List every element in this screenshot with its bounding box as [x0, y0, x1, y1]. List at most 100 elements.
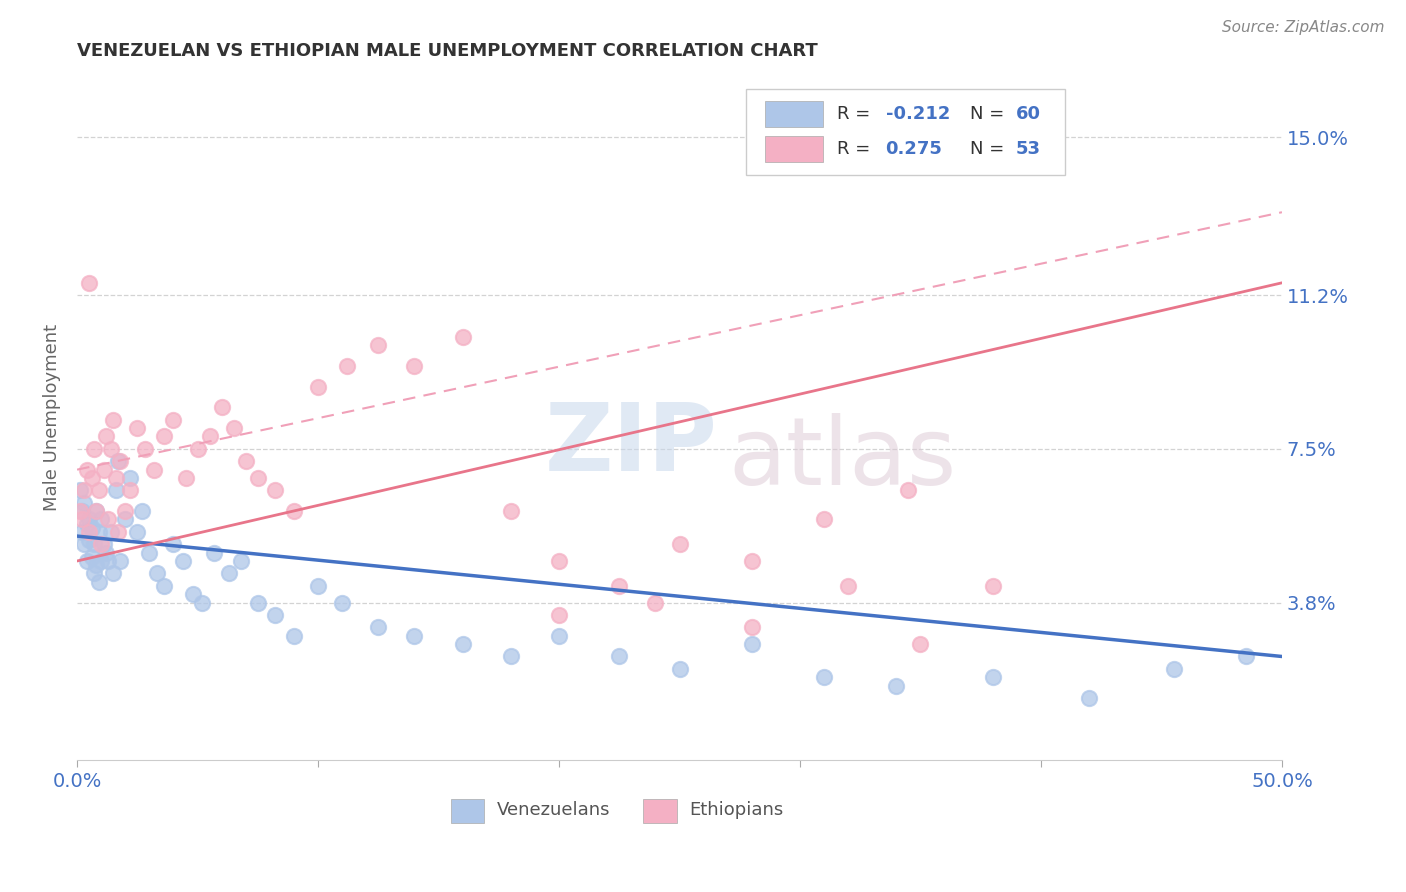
Text: -0.212: -0.212	[886, 104, 950, 122]
Point	[607, 649, 630, 664]
Point	[1078, 691, 1101, 706]
Point	[548, 554, 571, 568]
Text: atlas: atlas	[728, 413, 956, 505]
Point	[104, 483, 127, 498]
Text: N =: N =	[970, 140, 1010, 158]
Point	[499, 504, 522, 518]
Text: 53: 53	[1015, 140, 1040, 158]
Point	[174, 471, 197, 485]
Point	[76, 554, 98, 568]
Point	[83, 442, 105, 456]
Point	[114, 512, 136, 526]
Point	[668, 537, 690, 551]
Point	[73, 496, 96, 510]
Point	[127, 524, 149, 539]
Point	[94, 546, 117, 560]
Text: 0.275: 0.275	[886, 140, 942, 158]
Point	[70, 524, 93, 539]
Point	[76, 516, 98, 531]
Text: Ethiopians: Ethiopians	[689, 801, 783, 819]
Point	[145, 566, 167, 581]
Point	[86, 558, 108, 573]
Point	[77, 524, 100, 539]
Point	[162, 537, 184, 551]
Point	[181, 587, 204, 601]
Point	[741, 554, 763, 568]
Point	[910, 637, 932, 651]
Point	[451, 330, 474, 344]
Point	[83, 537, 105, 551]
Point	[153, 579, 176, 593]
Point	[741, 637, 763, 651]
Point	[80, 471, 103, 485]
Point	[107, 454, 129, 468]
Point	[80, 549, 103, 564]
Point	[548, 607, 571, 622]
Point	[162, 413, 184, 427]
FancyBboxPatch shape	[450, 799, 484, 823]
Point	[336, 359, 359, 373]
Point	[131, 504, 153, 518]
Point	[87, 483, 110, 498]
Point	[90, 512, 112, 526]
Point	[77, 276, 100, 290]
Point	[97, 554, 120, 568]
Point	[83, 566, 105, 581]
Point	[90, 554, 112, 568]
FancyBboxPatch shape	[765, 136, 823, 162]
Point	[897, 483, 920, 498]
Point	[330, 595, 353, 609]
Point	[246, 471, 269, 485]
Point	[86, 504, 108, 518]
Point	[87, 524, 110, 539]
Point	[143, 463, 166, 477]
Point	[211, 401, 233, 415]
Text: 60: 60	[1015, 104, 1040, 122]
Point	[86, 504, 108, 518]
FancyBboxPatch shape	[765, 101, 823, 127]
Point	[837, 579, 859, 593]
Point	[110, 454, 132, 468]
Point	[103, 566, 125, 581]
Point	[813, 670, 835, 684]
Point	[80, 521, 103, 535]
Point	[404, 359, 426, 373]
Point	[69, 483, 91, 498]
Point	[90, 537, 112, 551]
Point	[97, 512, 120, 526]
Point	[263, 483, 285, 498]
Point	[73, 483, 96, 498]
Point	[218, 566, 240, 581]
Point	[307, 579, 329, 593]
Point	[198, 429, 221, 443]
Point	[138, 546, 160, 560]
Point	[94, 429, 117, 443]
Point	[246, 595, 269, 609]
Y-axis label: Male Unemployment: Male Unemployment	[44, 324, 60, 511]
Point	[70, 504, 93, 518]
Point	[644, 595, 666, 609]
Point	[1163, 662, 1185, 676]
Text: R =: R =	[838, 140, 876, 158]
Point	[222, 421, 245, 435]
Point	[548, 629, 571, 643]
FancyBboxPatch shape	[644, 799, 678, 823]
Point	[607, 579, 630, 593]
Point	[73, 537, 96, 551]
Point	[367, 338, 389, 352]
Text: N =: N =	[970, 104, 1010, 122]
Point	[134, 442, 156, 456]
Point	[668, 662, 690, 676]
Point	[69, 504, 91, 518]
Point	[93, 463, 115, 477]
Point	[187, 442, 209, 456]
Point	[100, 524, 122, 539]
Point	[204, 546, 226, 560]
Point	[153, 429, 176, 443]
Text: VENEZUELAN VS ETHIOPIAN MALE UNEMPLOYMENT CORRELATION CHART: VENEZUELAN VS ETHIOPIAN MALE UNEMPLOYMEN…	[77, 42, 818, 60]
Point	[87, 574, 110, 589]
Point	[981, 579, 1004, 593]
Point	[229, 554, 252, 568]
Point	[367, 620, 389, 634]
Text: Venezuelans: Venezuelans	[496, 801, 610, 819]
